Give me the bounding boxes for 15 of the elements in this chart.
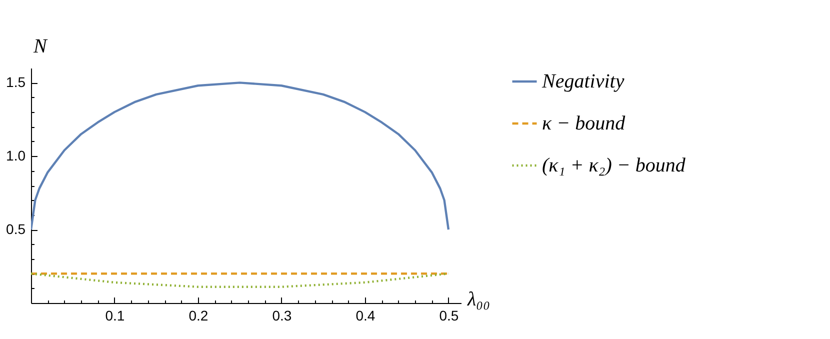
legend-label: (κ₁ + κ₂) − bound bbox=[542, 154, 686, 176]
x-tick-label: 0.1 bbox=[105, 308, 125, 324]
legend-label: Negativity bbox=[541, 70, 624, 92]
y-tick-label: 0.5 bbox=[6, 221, 26, 238]
y-tick-label: 1.0 bbox=[6, 148, 26, 164]
y-axis-title: N bbox=[32, 36, 48, 58]
line-series bbox=[31, 82, 450, 231]
x-tick-label: 0.4 bbox=[356, 308, 376, 324]
x-tick-label: 0.3 bbox=[272, 308, 292, 324]
y-tick-label: 1.5 bbox=[6, 74, 26, 90]
x-tick-label: 0.5 bbox=[439, 308, 459, 324]
line-series bbox=[31, 272, 450, 288]
x-tick-label: 0.2 bbox=[188, 308, 208, 324]
x-axis-title: λ₀₀ bbox=[466, 288, 490, 310]
legend-label: κ − bound bbox=[542, 112, 626, 134]
